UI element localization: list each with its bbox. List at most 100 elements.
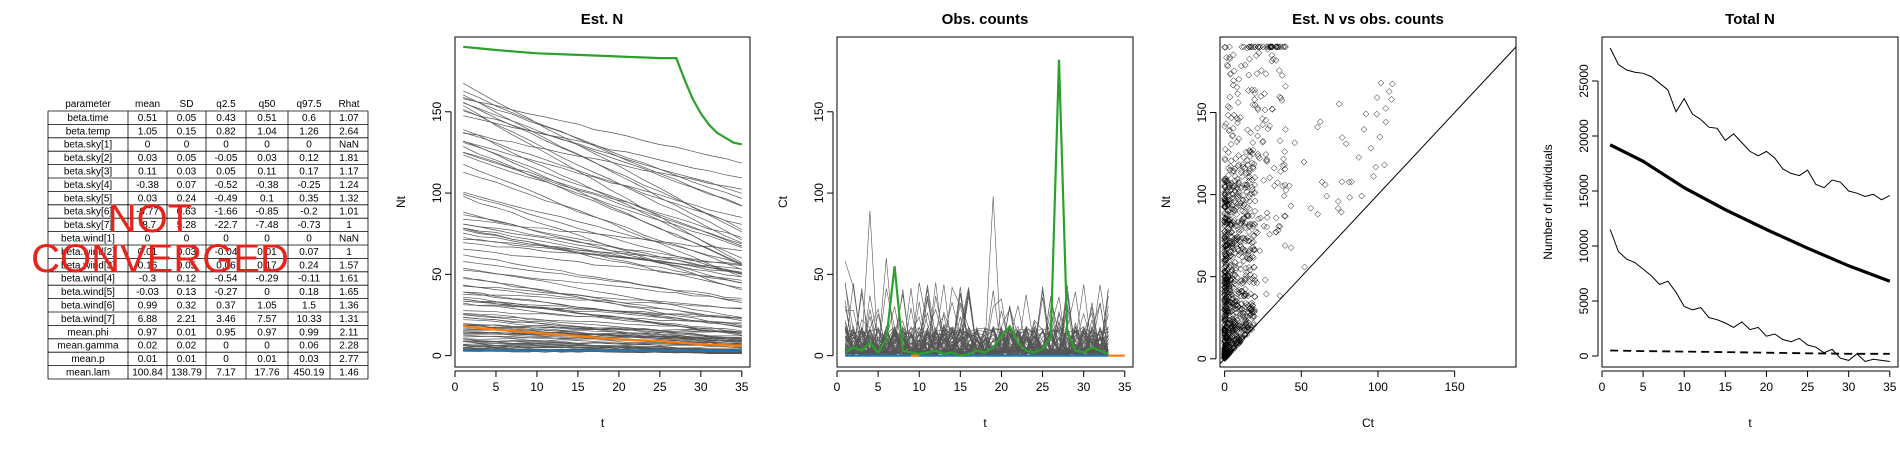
scatter-point — [1232, 234, 1239, 242]
scatter-point — [1269, 106, 1276, 113]
scatter-point — [1224, 341, 1232, 349]
scatter-point — [1221, 233, 1229, 241]
table-cell: -0.77 — [136, 207, 159, 218]
table-cell: 1.61 — [339, 274, 359, 285]
scatter-point — [1281, 165, 1289, 173]
series-line — [463, 151, 742, 238]
table-cell: -22.7 — [215, 220, 238, 231]
table-cell: 0.07 — [177, 180, 197, 191]
scatter-point — [1230, 51, 1237, 59]
scatter-point — [1342, 140, 1350, 148]
series-line — [463, 334, 742, 345]
scatter-point — [1243, 312, 1251, 320]
scatter-point — [1233, 240, 1241, 248]
scatter-point — [1221, 297, 1229, 305]
scatter-point — [1235, 247, 1242, 255]
x-tick-label: 100 — [1368, 380, 1388, 394]
x-axis-label: Ct — [1362, 416, 1375, 430]
scatter-point — [1246, 254, 1254, 262]
table-cell: 0.6 — [302, 113, 316, 124]
scatter-point — [1227, 290, 1235, 298]
scatter-point — [1243, 181, 1251, 189]
scatter-point — [1239, 279, 1247, 287]
scatter-point — [1225, 200, 1232, 208]
scatter-point — [1223, 61, 1231, 69]
series-line — [463, 232, 742, 274]
table-cell: 0 — [184, 140, 190, 151]
scatter-point — [1244, 234, 1251, 242]
scatter-point — [1229, 326, 1237, 334]
y-tick-label: 5000 — [1577, 287, 1591, 314]
table-cell: 1.65 — [339, 287, 359, 298]
scatter-point — [1362, 110, 1370, 118]
series-line — [463, 191, 742, 265]
table-cell: 0.07 — [299, 247, 319, 258]
table-cell: 0.95 — [216, 327, 236, 338]
scatter-point — [1373, 94, 1381, 101]
scatter-point — [1247, 148, 1255, 156]
table-cell: -0.25 — [298, 180, 321, 191]
scatter-point — [1232, 309, 1240, 317]
x-tick-label: 10 — [913, 380, 927, 394]
scatter-point — [1358, 192, 1366, 200]
scatter-point — [1246, 275, 1254, 283]
table-cell: 0.01 — [138, 247, 158, 258]
scatter-point — [1246, 177, 1253, 184]
y-tick-label: 50 — [430, 267, 444, 281]
scatter-point — [1251, 293, 1258, 300]
scatter-point — [1225, 127, 1233, 135]
scatter-point — [1250, 245, 1258, 253]
table-cell: 0 — [184, 234, 190, 245]
scatter-point — [1229, 81, 1237, 89]
series-line — [463, 140, 742, 218]
scatter-point — [1263, 158, 1271, 165]
series-line — [463, 340, 742, 350]
scatter-point — [1260, 177, 1268, 184]
series-line — [463, 300, 742, 325]
scatter-point — [1257, 67, 1265, 74]
table-header-cell: q50 — [259, 99, 276, 110]
table-cell: 6.88 — [138, 314, 158, 325]
scatter-point — [1229, 315, 1237, 323]
scatter-point — [1240, 154, 1247, 161]
y-axis-label: Ct — [776, 195, 790, 208]
scatter-point — [1249, 313, 1257, 321]
scatter-point — [1239, 192, 1247, 199]
table-cell: beta.sky[6] — [64, 207, 113, 218]
y-tick-label: 0 — [1195, 355, 1209, 362]
series-line — [463, 341, 742, 347]
scatter-point — [1242, 318, 1250, 326]
scatter-point — [1255, 49, 1263, 57]
scatter-point — [1221, 214, 1229, 222]
total-n-panel: Total N 0 5 10 15 20 25 30 35 0 5000 10000 15000 2000… — [1541, 11, 1899, 430]
scatter-point — [1221, 145, 1229, 153]
scatter-point — [1248, 176, 1256, 184]
scatter-point — [1272, 57, 1280, 64]
scatter-point — [1300, 158, 1308, 166]
series-line — [463, 269, 742, 301]
scatter-point — [1389, 80, 1396, 88]
y-tick-label: 150 — [430, 101, 444, 121]
scatter-point — [1235, 339, 1243, 347]
scatter-point — [1228, 295, 1236, 302]
scatter-point — [1227, 276, 1235, 284]
scatter-point — [1250, 272, 1258, 280]
scatter-point — [1237, 310, 1244, 318]
y-tick-label: 10000 — [1577, 229, 1591, 263]
scatter-point — [1233, 235, 1241, 243]
scatter-point — [1249, 43, 1257, 51]
x-tick-label: 25 — [1036, 380, 1050, 394]
table-cell: 0.15 — [177, 126, 197, 137]
scatter-point — [1266, 230, 1273, 238]
plot-frame — [836, 36, 1134, 368]
scatter-point — [1338, 208, 1345, 216]
scatter-point — [1259, 121, 1267, 129]
scatter-point — [1231, 207, 1239, 215]
scatter-point — [1279, 182, 1286, 190]
scatter-point — [1235, 178, 1243, 186]
table-cell: 7.17 — [216, 368, 236, 379]
scatter-point — [1226, 93, 1234, 101]
table-cell: 0.03 — [177, 247, 197, 258]
scatter-point — [1259, 43, 1267, 51]
x-tick-label: 35 — [735, 380, 749, 394]
